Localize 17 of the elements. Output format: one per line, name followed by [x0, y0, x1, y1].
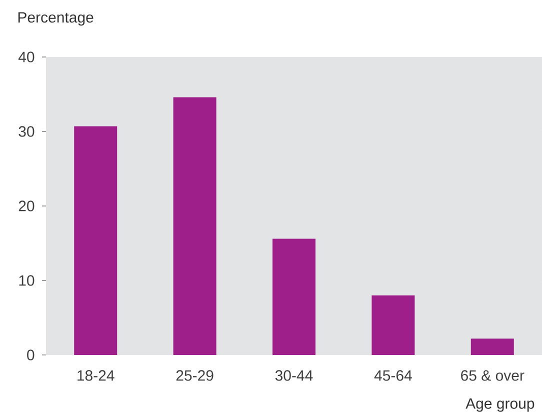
bar	[272, 238, 316, 355]
y-tick-label: 20	[18, 200, 34, 212]
x-tick-label: 65 & over	[461, 370, 524, 381]
bar	[470, 338, 514, 355]
y-tick-label: 10	[19, 275, 34, 286]
y-axis-title: Percentage	[18, 12, 94, 26]
x-tick-label: 30-44	[275, 370, 313, 381]
bar	[173, 97, 216, 355]
bar	[372, 295, 415, 355]
x-tick-label: 18-24	[78, 370, 114, 381]
y-tick-label: 40	[18, 52, 34, 62]
x-axis-title: Age group	[466, 398, 534, 412]
bar	[74, 126, 118, 355]
x-tick-label: 45-64	[374, 370, 412, 381]
y-tick-label: 0	[27, 350, 34, 360]
y-tick-label: 30	[18, 126, 34, 137]
x-tick-label: 25-29	[176, 370, 214, 381]
